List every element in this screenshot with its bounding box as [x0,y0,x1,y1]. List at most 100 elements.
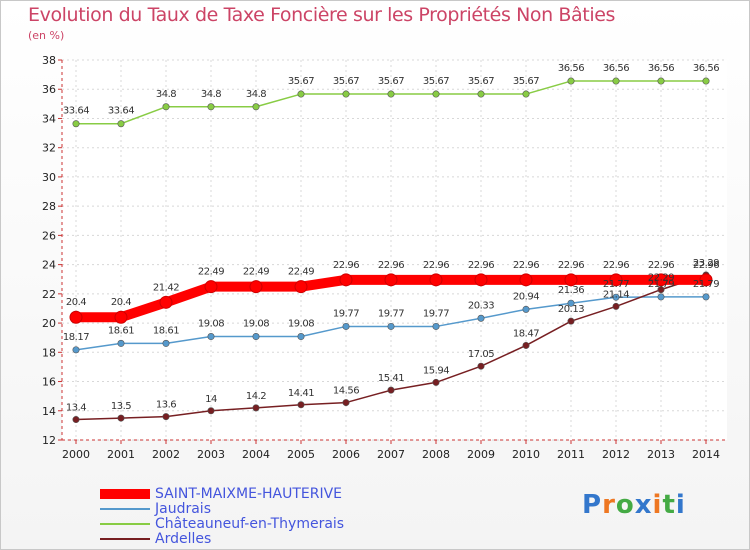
data-label: 36.56 [648,63,674,74]
data-point [252,404,260,412]
data-label: 20.94 [513,291,539,302]
data-label: 22.96 [693,260,719,271]
data-label: 13.4 [66,403,86,414]
y-tick-label: 26 [42,229,56,242]
data-label: 21.42 [153,282,179,293]
chart-title: Evolution du Taux de Taxe Foncière sur l… [28,4,616,26]
data-label: 35.67 [513,76,539,87]
data-point [519,273,533,287]
data-point [204,280,218,294]
data-label: 21.77 [603,279,629,290]
data-point [564,273,578,287]
data-label: 18.17 [63,332,89,343]
data-label: 22.49 [288,267,314,278]
x-tick-label: 2005 [287,448,315,461]
data-point [117,414,125,422]
proxiti-logo: Proxiti [582,490,686,520]
data-label: 22.49 [198,267,224,278]
y-tick-label: 20 [42,317,56,330]
data-label: 22.96 [558,260,584,271]
y-tick-label: 12 [42,434,56,447]
data-label: 19.08 [288,319,314,330]
data-point [429,273,443,287]
y-axis-unit: (en %) [28,29,65,42]
data-point [387,386,395,394]
data-label: 22.49 [243,267,269,278]
data-label: 13.6 [156,400,176,411]
data-point [567,317,575,325]
data-point [207,333,215,341]
data-label: 36.56 [693,63,719,74]
data-label: 21.79 [693,279,719,290]
data-point [252,103,260,111]
legend-label-saint-maixme: SAINT-MAIXME-HAUTERIVE [155,486,343,502]
data-point [297,401,305,409]
y-tick-label: 36 [42,83,56,96]
data-label: 20.33 [468,300,494,311]
data-point [72,416,80,424]
data-label: 21.79 [648,279,674,290]
data-label: 35.67 [468,76,494,87]
data-label: 35.67 [423,76,449,87]
data-label: 20.4 [66,297,86,308]
data-label: 34.8 [201,89,221,100]
data-label: 14.56 [333,386,359,397]
data-label: 17.05 [468,349,494,360]
x-tick-label: 2013 [647,448,675,461]
x-tick-label: 2006 [332,448,360,461]
x-tick-label: 2000 [62,448,90,461]
data-point [522,341,530,349]
legend-label-ardelles: Ardelles [155,531,212,547]
data-point [342,322,350,330]
data-label: 19.08 [243,319,269,330]
data-label: 21.14 [603,289,629,300]
data-point [159,295,173,309]
data-point [297,90,305,98]
legend-label-chateauneuf: Châteauneuf-en-Thymerais [155,516,345,532]
y-tick-label: 30 [42,171,56,184]
data-label: 33.64 [108,106,134,117]
data-label: 35.67 [333,76,359,87]
y-tick-label: 24 [42,259,56,272]
data-label: 22.96 [468,260,494,271]
data-label: 34.8 [156,89,176,100]
data-label: 23.29 [693,258,719,269]
data-point [207,103,215,111]
data-point [612,77,620,85]
data-label: 14.2 [246,391,266,402]
x-tick-label: 2008 [422,448,450,461]
y-tick-label: 14 [42,405,56,418]
data-label: 21.36 [558,285,584,296]
data-point [477,314,485,322]
data-point [477,90,485,98]
data-label: 15.94 [423,365,449,376]
data-point [657,286,665,294]
data-label: 20.13 [558,304,584,315]
data-label: 19.77 [378,308,404,319]
data-point [609,273,623,287]
y-tick-label: 18 [42,346,56,359]
data-label: 13.5 [111,401,131,412]
y-tick-label: 38 [42,54,56,67]
data-point [114,310,128,324]
x-tick-label: 2010 [512,448,540,461]
data-label: 22.96 [378,260,404,271]
data-point [252,333,260,341]
data-label: 22.29 [648,273,674,284]
x-tick-label: 2003 [197,448,225,461]
data-point [387,90,395,98]
y-tick-label: 34 [42,112,56,125]
data-point [387,322,395,330]
data-point [342,90,350,98]
data-label: 22.96 [333,260,359,271]
data-point [522,305,530,313]
legend-swatch-ardelles [100,538,150,540]
data-point [342,399,350,407]
x-tick-label: 2011 [557,448,585,461]
data-point [699,273,713,287]
data-point [657,293,665,301]
data-label: 19.08 [198,319,224,330]
data-label: 35.67 [378,76,404,87]
legend-swatch-saint-maixme [100,489,150,499]
legend-swatch-jaudrais [100,508,150,510]
